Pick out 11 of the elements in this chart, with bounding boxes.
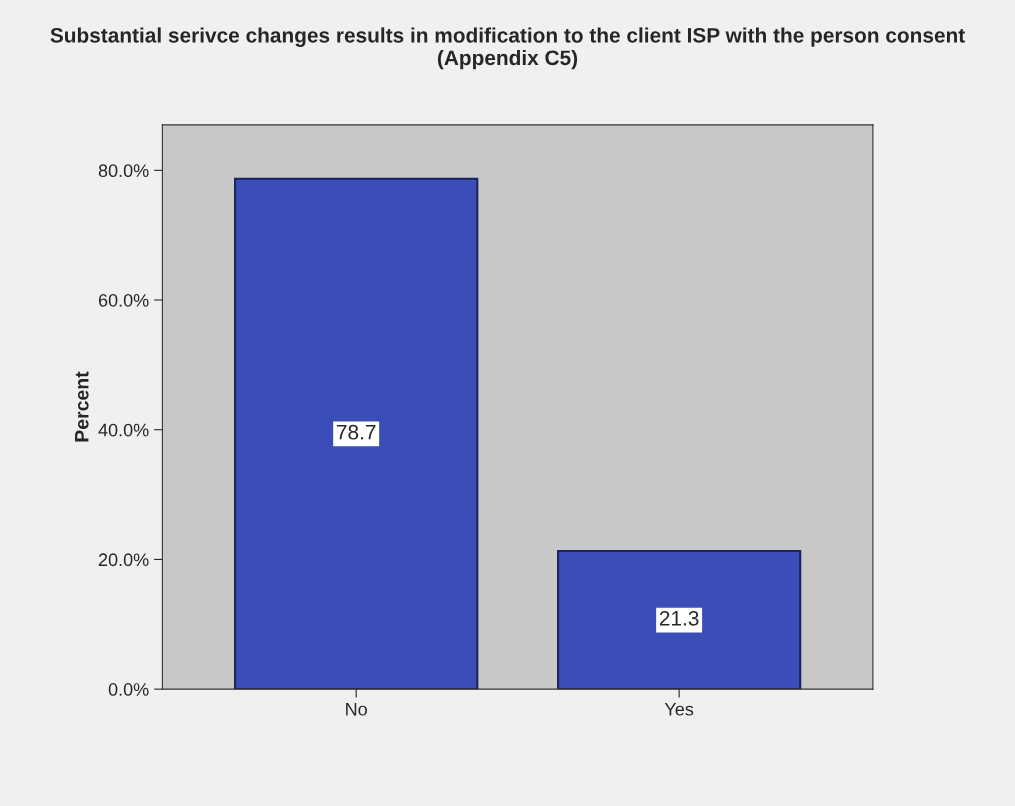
x-tick-label: No <box>346 702 367 716</box>
data-label: 78.7 <box>336 424 376 440</box>
chart-title: Substantial serivce changes results in modification to the client ISP with the person consent (Appendix C5) <box>50 27 965 70</box>
y-tick-label: 40.0% <box>98 423 149 437</box>
y-tick-label: 0.0% <box>108 683 149 696</box>
y-tick-label: 80.0% <box>98 164 149 178</box>
x-tick-label: Yes <box>664 702 694 716</box>
data-label: 21.3 <box>659 610 699 626</box>
y-tick-label: 60.0% <box>98 293 149 307</box>
y-tick-label: 20.0% <box>98 553 149 567</box>
y-axis-title: Percent <box>75 371 89 442</box>
